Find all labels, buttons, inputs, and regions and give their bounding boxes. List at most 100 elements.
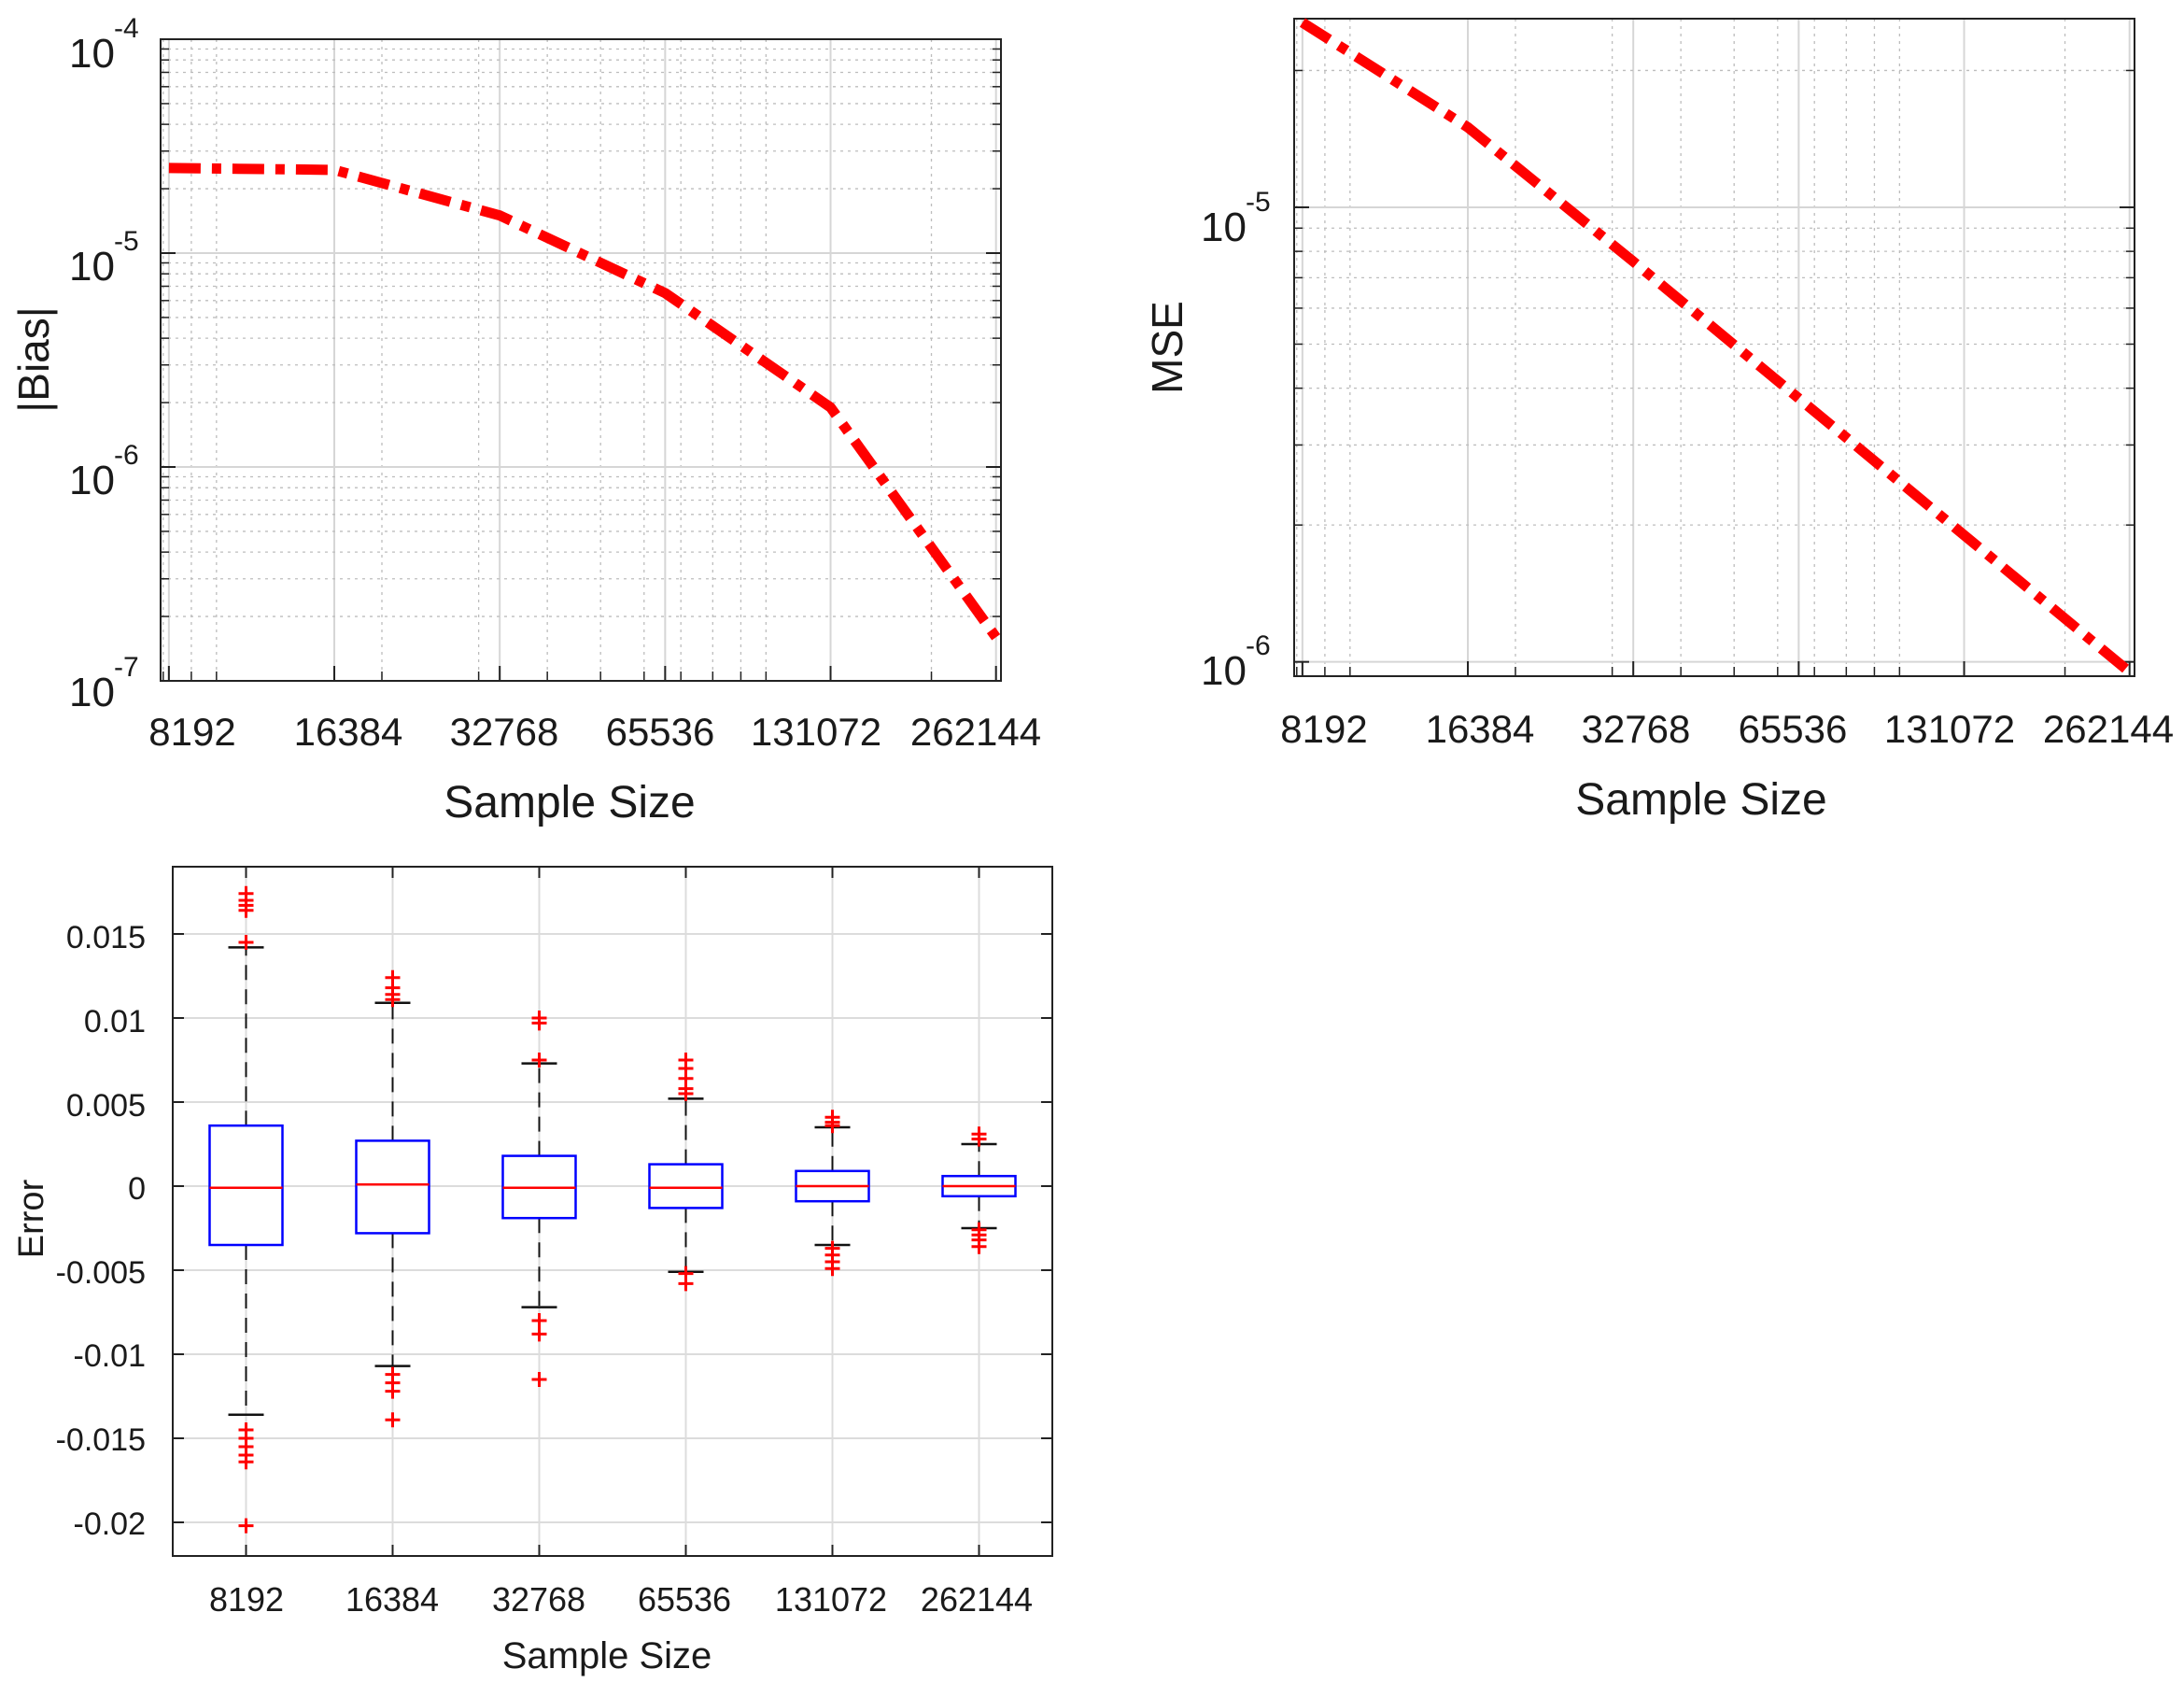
mse-x-tick-labels: 8192 16384 32768 65536 131072 262144 (1280, 707, 2174, 751)
mse-plot-frame (1293, 18, 2135, 677)
svg-text:10: 10 (1201, 648, 1247, 694)
error-boxplot: 0.015 0.01 0.005 0 -0.005 -0.01 -0.015 -… (12, 866, 1053, 1676)
outlier-marker (531, 1326, 547, 1342)
x-tick-label: 65536 (1739, 707, 1848, 751)
outlier-marker (971, 1131, 987, 1147)
iqr-box (208, 1124, 284, 1247)
bias-x-tick-labels: 8192 16384 32768 65536 131072 262144 (148, 710, 1041, 754)
outlier-marker (385, 992, 401, 1008)
outlier-marker (531, 1313, 547, 1328)
y-tick-label: 0 (128, 1171, 146, 1207)
x-tick-label: 16384 (294, 710, 403, 754)
x-tick-label: 131072 (751, 710, 881, 754)
x-tick-label: 32768 (492, 1580, 585, 1619)
error-ticks (173, 867, 1052, 1556)
bias-plot-frame (160, 38, 1002, 682)
outlier-marker (824, 1118, 840, 1134)
x-tick-label: 262144 (921, 1580, 1033, 1619)
svg-text:10: 10 (69, 244, 115, 290)
iqr-box (355, 1139, 430, 1235)
bias-y-axis-title: |Bias| (9, 306, 58, 412)
svg-text:10: 10 (69, 458, 115, 503)
svg-text:10: 10 (1201, 205, 1247, 250)
mse-chart: 8192 16384 32768 65536 131072 262144 10 … (1143, 18, 2174, 825)
error-y-tick-labels: 0.015 0.01 0.005 0 -0.005 -0.01 -0.015 -… (56, 920, 146, 1542)
y-tick-label: 10 -6 (69, 440, 139, 503)
y-tick-label: 0.005 (66, 1088, 146, 1124)
error-plot-frame (172, 866, 1053, 1557)
y-tick-label: 10 -5 (69, 226, 139, 290)
y-tick-label: 10 -7 (69, 652, 139, 715)
svg-text:-5: -5 (114, 226, 139, 257)
bias-ticks (161, 38, 1001, 682)
x-tick-label: 65536 (606, 710, 715, 754)
svg-text:10: 10 (69, 670, 115, 715)
x-tick-label: 8192 (209, 1580, 284, 1619)
x-tick-label: 262144 (2043, 707, 2174, 751)
svg-text:-6: -6 (1246, 630, 1271, 661)
mse-grid (1294, 19, 2135, 676)
box-group (208, 885, 284, 1534)
outlier-marker (971, 1238, 987, 1254)
y-tick-label: -0.02 (74, 1506, 147, 1542)
outlier-marker (678, 1276, 694, 1292)
outlier-marker (238, 902, 254, 918)
x-tick-label: 131072 (1884, 707, 2015, 751)
error-grid (173, 867, 1052, 1556)
mse-x-axis-title: Sample Size (1575, 775, 1826, 825)
x-tick-label: 8192 (148, 710, 235, 754)
error-x-axis-title: Sample Size (502, 1635, 712, 1676)
bias-x-axis-title: Sample Size (444, 778, 695, 827)
y-tick-label: -0.015 (56, 1422, 146, 1458)
outlier-marker (531, 1053, 547, 1068)
outlier-marker (678, 1086, 694, 1101)
svg-text:-4: -4 (114, 13, 139, 44)
svg-text:-5: -5 (1246, 187, 1271, 218)
outlier-marker (238, 935, 254, 950)
box-group (355, 969, 430, 1428)
outlier-marker (385, 1412, 401, 1428)
bias-grid (161, 38, 1001, 682)
y-tick-label: 0.01 (84, 1004, 146, 1039)
series-line (168, 163, 1001, 641)
x-tick-label: 32768 (1582, 707, 1691, 751)
x-tick-label: 32768 (450, 710, 559, 754)
mse-series (1299, 18, 2134, 676)
outlier-marker (531, 1372, 547, 1387)
mse-ticks (1294, 69, 2135, 676)
x-tick-label: 8192 (1280, 707, 1367, 751)
svg-text:10: 10 (69, 31, 115, 77)
mse-y-axis-title: MSE (1143, 301, 1191, 394)
error-x-tick-labels: 8192 16384 32768 65536 131072 262144 (209, 1580, 1033, 1619)
outlier-marker (824, 1261, 840, 1277)
svg-text:-7: -7 (114, 652, 139, 683)
error-boxes (208, 885, 1017, 1534)
outlier-marker (238, 1454, 254, 1470)
box-group (795, 1110, 870, 1277)
outlier-marker (385, 1383, 401, 1399)
outlier-marker (531, 1015, 547, 1031)
iqr-box (648, 1163, 724, 1209)
y-tick-label: 10 -6 (1201, 630, 1271, 694)
y-tick-label: 10 -4 (69, 13, 139, 77)
box-group (941, 1126, 1017, 1254)
y-tick-label: -0.005 (56, 1255, 146, 1291)
error-y-axis-title: Error (12, 1179, 51, 1258)
y-tick-label: 0.015 (66, 920, 146, 955)
x-tick-label: 131072 (775, 1580, 887, 1619)
bias-chart: 8192 16384 32768 65536 131072 262144 10 … (9, 13, 1041, 827)
box-group (501, 1011, 577, 1387)
svg-text:-6: -6 (114, 440, 139, 471)
bias-y-tick-labels: 10 -4 10 -5 10 -6 10 -7 (69, 13, 139, 715)
y-tick-label: -0.01 (74, 1338, 147, 1374)
outlier-marker (238, 1518, 254, 1534)
box-group (648, 1053, 724, 1292)
mse-y-tick-labels: 10 -5 10 -6 (1201, 187, 1271, 694)
x-tick-label: 262144 (910, 710, 1041, 754)
x-tick-label: 16384 (345, 1580, 439, 1619)
x-tick-label: 16384 (1426, 707, 1535, 751)
y-tick-label: 10 -5 (1201, 187, 1271, 250)
series-line (1299, 18, 2134, 676)
x-tick-label: 65536 (638, 1580, 731, 1619)
